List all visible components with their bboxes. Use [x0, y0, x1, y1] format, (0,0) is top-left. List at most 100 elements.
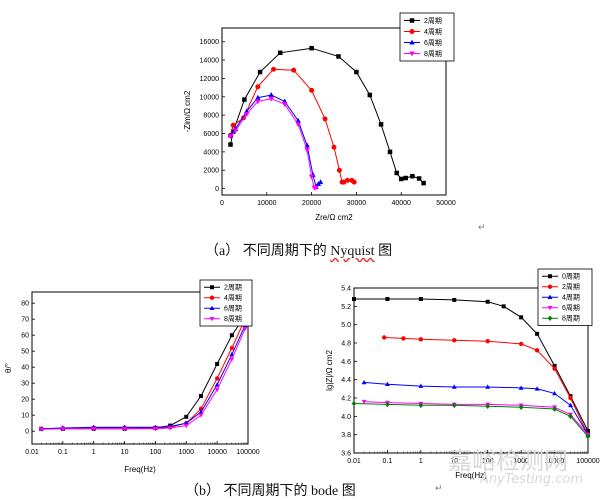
bode-modulus-point-s2 — [534, 348, 540, 353]
bode-modulus-y-tick-label: 4.4 — [341, 377, 351, 384]
bode-modulus-point-s3 — [385, 381, 390, 387]
bode-phase-legend-label: 8周期 — [224, 315, 242, 323]
bode-phase-y-tick-label: 20 — [21, 397, 29, 404]
bode-modulus-x-tick-label: 1 — [419, 458, 423, 465]
nyquist-x-tick-label: 0 — [220, 200, 224, 207]
bode-modulus-legend-marker — [547, 284, 553, 289]
bode-phase-point-s1 — [215, 362, 220, 366]
bode-phase-point-s2 — [229, 345, 235, 351]
bode-phase-legend-marker — [209, 316, 215, 322]
bode-phase-point-s3 — [214, 382, 220, 387]
nyquist-point-s4 — [243, 112, 250, 118]
bode-modulus-point-s1 — [519, 315, 524, 320]
bode-modulus-point-s3 — [485, 384, 491, 389]
bode-modulus-point-s3 — [552, 390, 557, 396]
nyquist-point-s2 — [309, 87, 315, 93]
nyquist-point-s1 — [367, 92, 373, 98]
nyquist-series-line-4 — [230, 98, 317, 189]
nyquist-legend-label: 8周期 — [424, 50, 442, 58]
caption-a-text: 不同周期下的 — [242, 244, 331, 259]
bode-phase-x-tick-label: 0.1 — [58, 449, 68, 456]
nyquist-y-axis-title: -Zim/Ω cm2 — [183, 90, 192, 132]
bode-phase-y-axis-title: θ/° — [4, 363, 13, 373]
nyquist-point-s1 — [410, 173, 415, 179]
nyquist-point-s4 — [295, 122, 301, 128]
bode-phase-chart: 0.01 0.1 1 10 100 1000 10000 100000 0 10 20 30 40 50 6… — [4, 279, 260, 474]
bode-modulus-legend-marker — [548, 274, 552, 279]
bode-modulus-legend-label: 8周期 — [562, 315, 580, 323]
nyquist-point-s1 — [336, 54, 341, 59]
caption-b-label: （b） — [185, 484, 220, 499]
bode-phase-y-tick-label: 80 — [21, 301, 29, 308]
nyquist-point-s1 — [387, 149, 393, 155]
nyquist-point-s2 — [322, 116, 328, 122]
nyquist-y-tick-label: 12000 — [200, 76, 220, 83]
bode-modulus-point-s1 — [586, 429, 590, 433]
bode-phase-point-s4 — [167, 426, 173, 431]
bode-modulus-legend-label: 2周期 — [562, 283, 580, 291]
nyquist-y-tick-label: 16000 — [200, 39, 220, 46]
bode-modulus-point-s3 — [451, 384, 457, 389]
caption-b: （b） 不同周期下的 bode 图 — [185, 480, 356, 500]
nyquist-x-tick-label: 10000 — [257, 200, 277, 207]
bode-modulus-y-tick-label: 4.8 — [341, 340, 351, 347]
nyquist-point-s3 — [268, 92, 274, 98]
bode-modulus-point-s2 — [518, 341, 524, 347]
bode-phase-legend-marker — [209, 305, 215, 311]
bode-modulus-point-s5 — [518, 404, 524, 410]
nyquist-point-s4 — [282, 102, 288, 108]
bode-modulus-point-s5 — [451, 402, 457, 409]
caption-b-text: 不同周期下的 bode 图 — [223, 484, 356, 499]
bode-phase-point-s1 — [199, 394, 204, 398]
bode-modulus-x-tick-label: 100000 — [576, 458, 599, 465]
watermark-cn: 嘉峪检测网 — [448, 447, 568, 475]
bode-phase-y-tick-label: 0 — [25, 429, 29, 436]
nyquist-point-s4 — [255, 99, 261, 105]
bode-phase-x-tick-label: 1000 — [178, 449, 194, 456]
bode-modulus-x-tick-label: 1000 — [513, 458, 529, 465]
bode-modulus-point-s1 — [501, 304, 506, 309]
bode-modulus-point-s2 — [452, 338, 457, 343]
nyquist-point-s4 — [227, 134, 234, 140]
nyquist-point-s2 — [255, 84, 261, 90]
bode-modulus-point-s1 — [352, 297, 356, 301]
bode-modulus-point-s3 — [418, 383, 424, 388]
nyquist-point-s1 — [228, 142, 233, 147]
bode-modulus-point-s1 — [535, 331, 540, 336]
nyquist-y-tick-label: 14000 — [200, 58, 220, 65]
bode-phase-point-s4 — [229, 357, 235, 362]
nyquist-point-s2 — [331, 144, 337, 150]
watermark-en: AnyTesting.com — [480, 472, 584, 487]
nyquist-point-s2 — [291, 67, 297, 73]
bode-phase-legend-label: 6周期 — [224, 305, 242, 313]
bode-modulus-y-axis-title: lg|Z|/Ω cm2 — [325, 350, 334, 391]
caption-a-tail: 图 — [374, 244, 393, 259]
nyquist-point-s1 — [309, 45, 314, 51]
corner-mark-a: ↵ — [478, 223, 486, 233]
bode-modulus-legend-marker — [547, 305, 553, 311]
bode-modulus-legend-marker — [547, 294, 553, 300]
bode-modulus-chart: 0.01 0.1 1 10 100 1000 10000 100000 3.6 3.8 4.0 4.2… — [325, 268, 600, 480]
nyquist-point-s1 — [257, 69, 263, 75]
bode-modulus-y-tick-label: 5.0 — [341, 322, 351, 329]
bode-modulus-point-s5 — [351, 400, 357, 407]
bode-modulus-legend-label: 6周期 — [562, 304, 580, 312]
nyquist-point-s4 — [313, 185, 319, 191]
bode-phase-x-tick-label: 10 — [121, 449, 129, 456]
bode-phase-y-tick-label: 60 — [21, 333, 29, 340]
nyquist-point-s1 — [403, 175, 408, 181]
nyquist-point-s1 — [394, 170, 399, 176]
nyquist-point-s1 — [277, 50, 283, 56]
bode-phase-legend-label: 4周期 — [224, 294, 242, 302]
bode-phase-x-tick-label: 1 — [92, 449, 96, 456]
bode-modulus-point-s5 — [552, 406, 557, 412]
bode-phase-x-tick-label: 100000 — [236, 449, 259, 456]
bode-modulus-point-s1 — [385, 297, 390, 301]
bode-modulus-point-s5 — [585, 433, 591, 440]
nyquist-point-s1 — [398, 176, 404, 182]
bode-phase-y-tick-label: 70 — [21, 317, 29, 324]
caption-a-label: （a） — [205, 244, 240, 259]
nyquist-legend-label: 6周期 — [424, 39, 442, 47]
bode-modulus-point-s5 — [568, 413, 573, 420]
bode-phase-series-line-2 — [41, 318, 246, 430]
